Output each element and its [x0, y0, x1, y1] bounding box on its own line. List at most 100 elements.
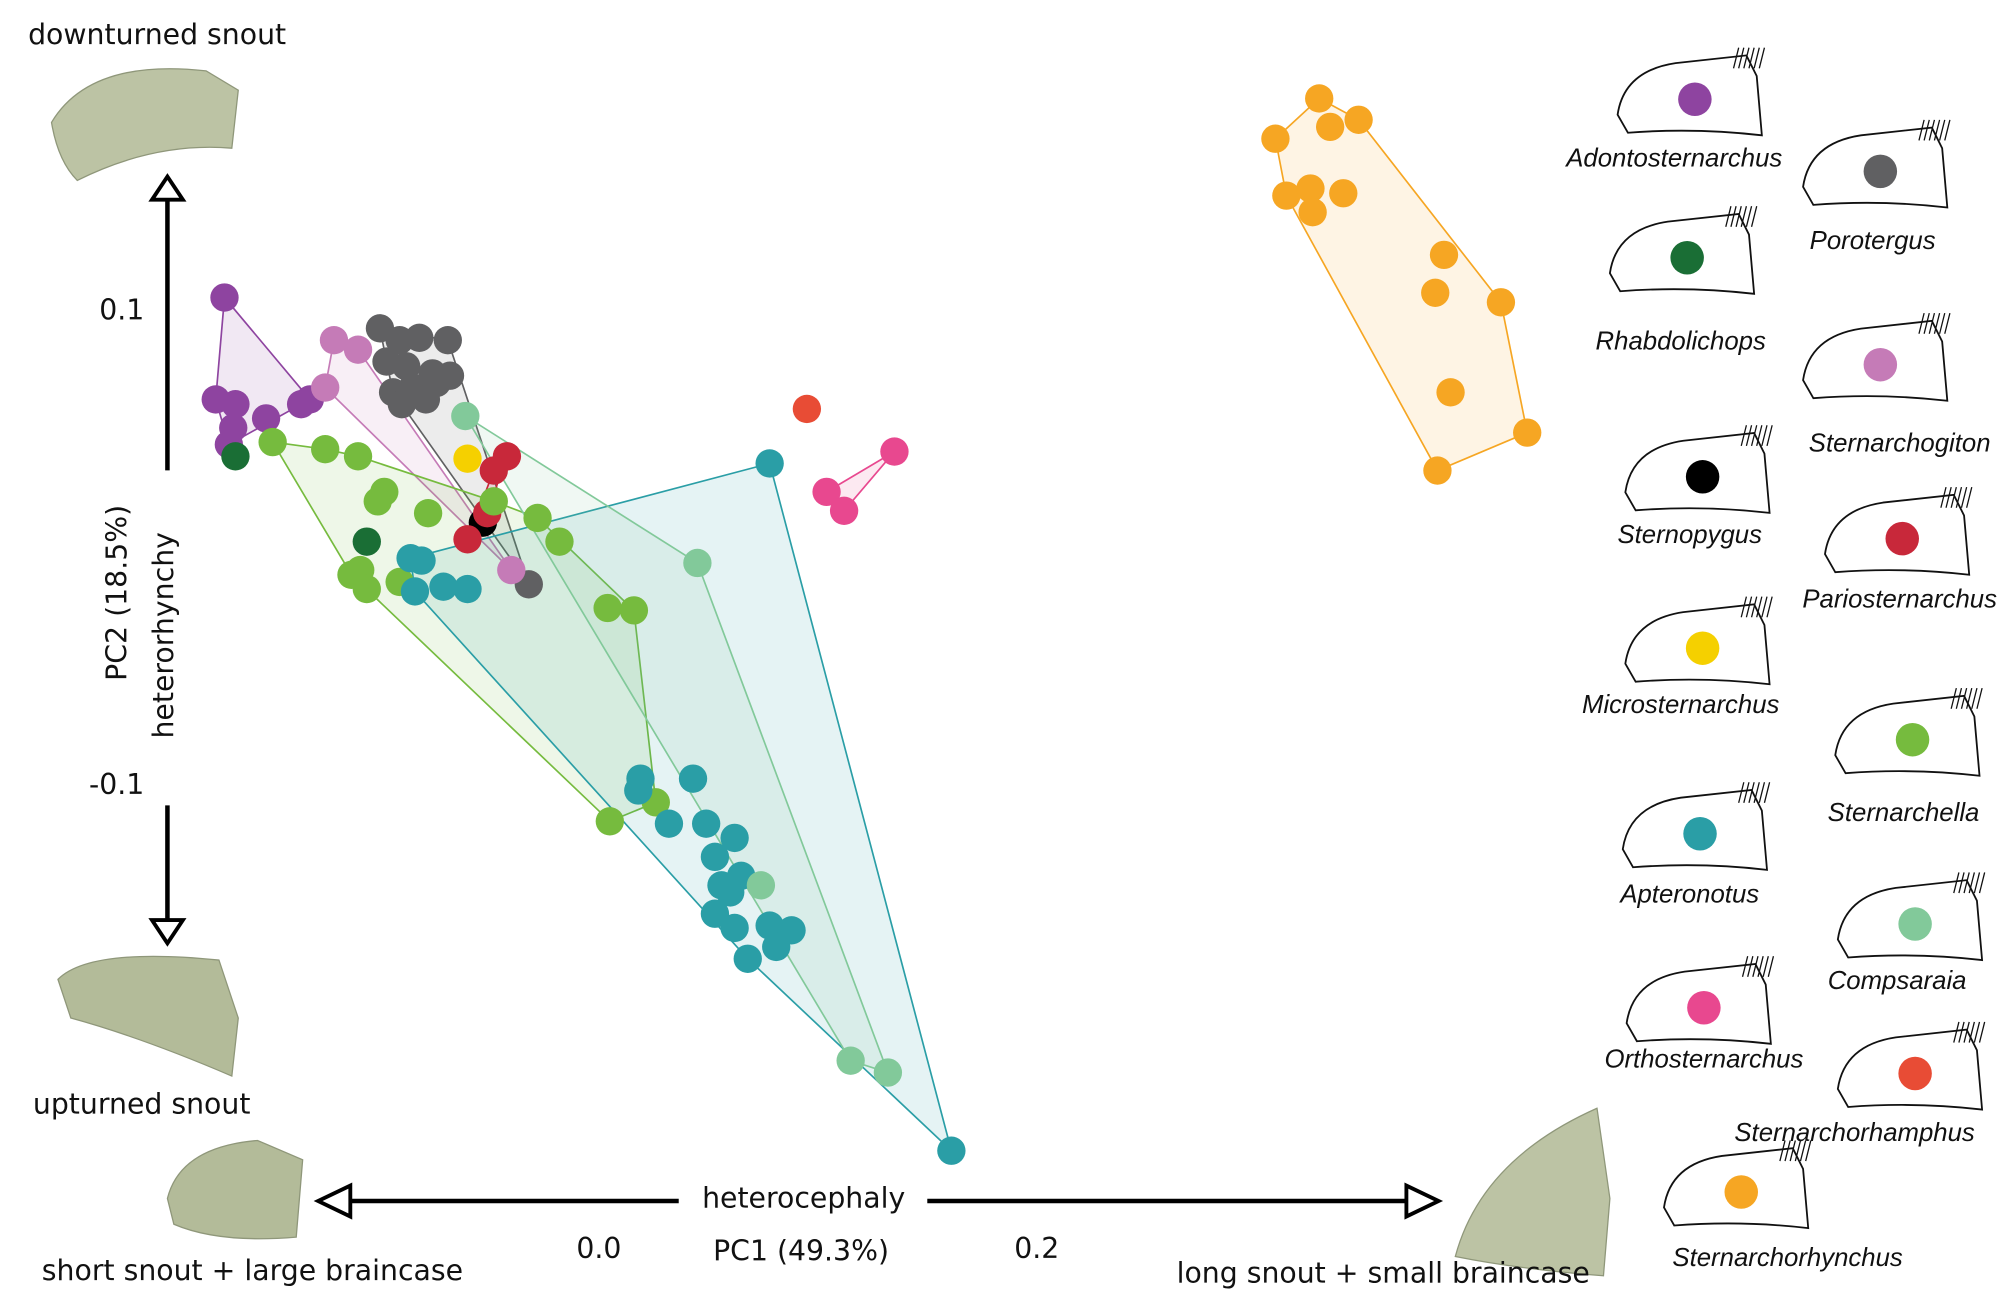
point	[1305, 84, 1334, 113]
x-tick-label: 0.2	[1014, 1232, 1059, 1265]
legend-dot	[1685, 631, 1720, 665]
legend-skull-detail	[1758, 47, 1766, 69]
legend-skull-detail	[1740, 596, 1748, 618]
point	[405, 323, 434, 352]
legend-label: Orthosternarchus	[1604, 1045, 1803, 1073]
legend-skull-detail	[1955, 486, 1963, 508]
y-axis-label: PC2 (18.5%)	[100, 505, 133, 681]
legend-skull-detail	[1963, 1021, 1970, 1043]
legend-skull-detail	[1753, 47, 1760, 69]
point	[363, 487, 392, 516]
legend-skull-detail	[1923, 312, 1930, 334]
point	[1272, 181, 1301, 210]
point	[251, 404, 281, 433]
annotation: downturned snout	[28, 18, 286, 51]
legend-skull-detail	[1756, 596, 1763, 618]
legend-label: Compsaraia	[1828, 967, 1967, 995]
legend-dot	[1898, 907, 1932, 941]
point	[319, 326, 349, 355]
point	[700, 842, 730, 872]
point	[400, 577, 430, 606]
point	[683, 548, 712, 578]
legend-skull-detail	[1978, 872, 1986, 894]
legend-skull-detail	[1953, 1021, 1960, 1043]
point	[453, 525, 482, 554]
point	[716, 878, 745, 907]
point	[479, 487, 508, 516]
legend-skull-detail	[1763, 782, 1771, 803]
point	[1329, 179, 1358, 208]
legend: Adontosternarchus Porotergus Rhabdolichops…	[1564, 47, 1997, 1272]
point	[678, 764, 708, 793]
point	[258, 427, 287, 457]
legend-skull-detail	[1973, 872, 1981, 894]
legend-skull-detail	[1968, 872, 1975, 894]
legend-dot	[1885, 521, 1919, 556]
point	[1423, 456, 1452, 485]
point	[221, 390, 250, 419]
legend-skull-detail	[1740, 425, 1748, 447]
legend-skull-detail	[1938, 312, 1946, 334]
point	[624, 776, 653, 805]
point	[720, 913, 749, 943]
legend-skull-detail	[1748, 782, 1755, 803]
point	[762, 932, 791, 962]
point	[700, 899, 730, 928]
legend-skull-detail	[1738, 47, 1745, 69]
legend-skull-detail	[1750, 425, 1758, 447]
point	[311, 435, 340, 464]
point	[1421, 278, 1450, 307]
legend-skull-detail	[1968, 1021, 1975, 1043]
skull-image	[1454, 1107, 1611, 1277]
x-axis-note: heterocephaly	[702, 1182, 905, 1215]
point	[1436, 378, 1465, 407]
point	[523, 503, 552, 533]
legend-skull-detail	[1745, 596, 1753, 618]
legend-skull-detail	[1978, 1021, 1986, 1043]
point	[451, 401, 480, 431]
legend-skull-detail	[1745, 206, 1753, 227]
legend-skull-detail	[1805, 1140, 1812, 1162]
legend-skull-detail	[1960, 687, 1968, 709]
point	[1298, 198, 1327, 227]
point	[352, 574, 381, 604]
legend-label: Sternarchorhamphus	[1734, 1119, 1975, 1147]
legend-skull-detail	[1933, 119, 1941, 141]
legend-skull-detail	[1958, 1021, 1965, 1043]
point	[792, 394, 822, 424]
point	[407, 546, 436, 575]
legend-dot	[1863, 154, 1898, 189]
point	[479, 456, 508, 485]
legend-label: Pariosternarchus	[1802, 585, 1997, 613]
legend-label: Adontosternarchus	[1564, 145, 1782, 173]
legend-skull-detail	[1767, 956, 1775, 977]
legend-dot	[1898, 1056, 1932, 1091]
legend-skull-detail	[1976, 687, 1983, 709]
legend-skull-detail	[1960, 486, 1968, 508]
y-tick-label: -0.1	[89, 768, 144, 801]
legend-skull-detail	[1950, 687, 1957, 709]
hull	[1274, 97, 1529, 472]
point	[755, 911, 784, 940]
legend-skull-detail	[1799, 1140, 1807, 1162]
legend-label: Sternarchogiton	[1809, 429, 1991, 457]
annotation: long snout + small braincase	[1177, 1256, 1590, 1289]
point	[1296, 174, 1325, 203]
point	[812, 477, 841, 507]
point	[411, 385, 441, 414]
point	[593, 593, 622, 623]
legend-skull-detail	[1928, 119, 1936, 141]
point	[387, 390, 416, 419]
point	[1429, 240, 1459, 270]
skull-images	[50, 68, 1611, 1277]
point	[654, 809, 684, 838]
point	[746, 871, 776, 900]
annotation: upturned snout	[33, 1088, 251, 1121]
point	[880, 437, 909, 466]
legend-skull-detail	[1944, 119, 1951, 141]
legend-skull-detail	[1944, 312, 1951, 334]
point	[221, 442, 250, 471]
legend-dot	[1670, 240, 1704, 275]
legend-label: Sternopygus	[1617, 521, 1762, 549]
point	[311, 373, 340, 402]
